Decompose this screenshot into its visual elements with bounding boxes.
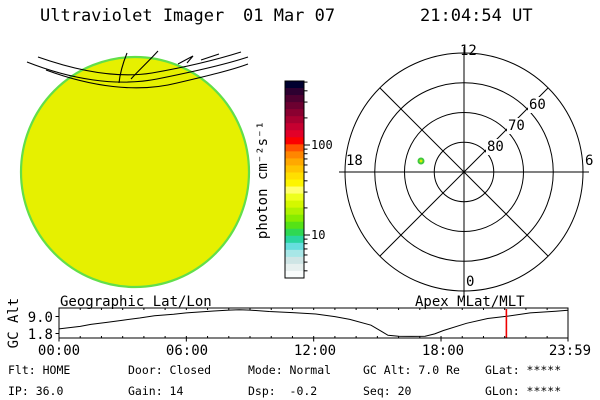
status-door: Door: Closed — [128, 363, 212, 377]
geo-gridline — [37, 51, 242, 76]
colorbar-band — [285, 249, 304, 258]
strip-ytick-perigee: 1.8 — [27, 327, 53, 343]
status-mode: Mode: Normal — [248, 363, 332, 377]
colorbar-band — [285, 200, 304, 209]
time-label: 21:04:54 UT — [420, 6, 533, 26]
strip-xtick-0000: 00:00 — [37, 343, 81, 359]
colorbar-band — [285, 109, 304, 117]
colorbar-tick-label-100: 100 — [311, 138, 333, 152]
geo-gridline — [26, 56, 249, 83]
geo-gridline — [177, 55, 194, 65]
strip-xtick-2359: 23:59 — [548, 343, 592, 359]
colorbar-band — [285, 144, 304, 152]
strip-title-apex: Apex MLat/MLT — [415, 294, 525, 310]
strip-frame — [58, 307, 569, 339]
uv-image-disk — [19, 55, 251, 289]
colorbar-band — [285, 172, 304, 180]
polar-ring-label-60: 60 — [528, 97, 547, 114]
geo-gridline — [45, 63, 249, 89]
colorbar-band — [285, 151, 304, 159]
colorbar-band — [285, 270, 304, 279]
strip-xtick-1200: 12:00 — [293, 343, 337, 359]
colorbar-band — [285, 81, 304, 89]
colorbar-band — [285, 88, 304, 96]
colorbar-band — [285, 235, 304, 244]
geo-gridline — [200, 53, 220, 61]
colorbar-band — [285, 165, 304, 173]
strip-y-axis-label: GC Alt — [5, 297, 22, 349]
colorbar-band — [285, 179, 304, 188]
colorbar-frame — [284, 80, 305, 279]
colorbar-band — [285, 102, 304, 110]
colorbar-band — [285, 123, 304, 131]
polar-hour-label-18: 18 — [346, 153, 363, 169]
status-flt: Flt: HOME — [8, 363, 71, 377]
polar-spoke — [379, 87, 549, 257]
status-dsp: Dsp: -0.2 — [248, 384, 318, 398]
colorbar-band — [285, 221, 304, 230]
status-seq: Seq: 20 — [363, 384, 412, 398]
colorbar-band — [285, 214, 304, 223]
colorbar-band — [285, 116, 304, 124]
colorbar-band — [285, 130, 304, 138]
strip-ytick-apogee: 9.0 — [27, 310, 53, 326]
app-title: Ultraviolet Imager — [40, 6, 225, 26]
colorbar-tick-label-10: 10 — [311, 228, 326, 242]
colorbar-band — [285, 186, 304, 195]
colorbar-band — [285, 207, 304, 216]
colorbar-band — [285, 158, 304, 166]
colorbar-band — [285, 193, 304, 202]
status-gain: Gain: 14 — [128, 384, 184, 398]
colorbar-band — [285, 137, 304, 145]
strip-xtick-0600: 06:00 — [165, 343, 209, 359]
colorbar-band — [285, 95, 304, 103]
polar-ring-label-70: 70 — [507, 118, 526, 135]
status-glat: GLat: ***** — [485, 363, 562, 377]
status-glon: GLon: ***** — [485, 384, 562, 398]
colorbar-band — [285, 263, 304, 272]
geo-gridline — [130, 50, 159, 80]
strip-title-geographic: Geographic Lat/Lon — [60, 294, 212, 310]
polar-hour-label-6: 6 — [585, 153, 594, 169]
polar-ring-label-80: 80 — [486, 139, 505, 156]
polar-hour-label-12: 12 — [460, 43, 477, 59]
spacecraft-footprint-dot — [417, 157, 425, 165]
colorbar-band — [285, 228, 304, 237]
status-ip: IP: 36.0 — [8, 384, 64, 398]
colorbar-band — [285, 256, 304, 265]
date-label: 01 Mar 07 — [243, 6, 336, 26]
status-gcalt: GC Alt: 7.0 Re — [363, 363, 460, 377]
orbit-altitude-curve — [58, 309, 568, 337]
colorbar-unit-label: photon cm⁻²s⁻¹ — [254, 121, 271, 240]
geo-gridline — [118, 52, 128, 84]
polar-hour-label-0: 0 — [466, 274, 475, 290]
colorbar-band — [285, 242, 304, 251]
strip-xtick-1800: 18:00 — [421, 343, 465, 359]
